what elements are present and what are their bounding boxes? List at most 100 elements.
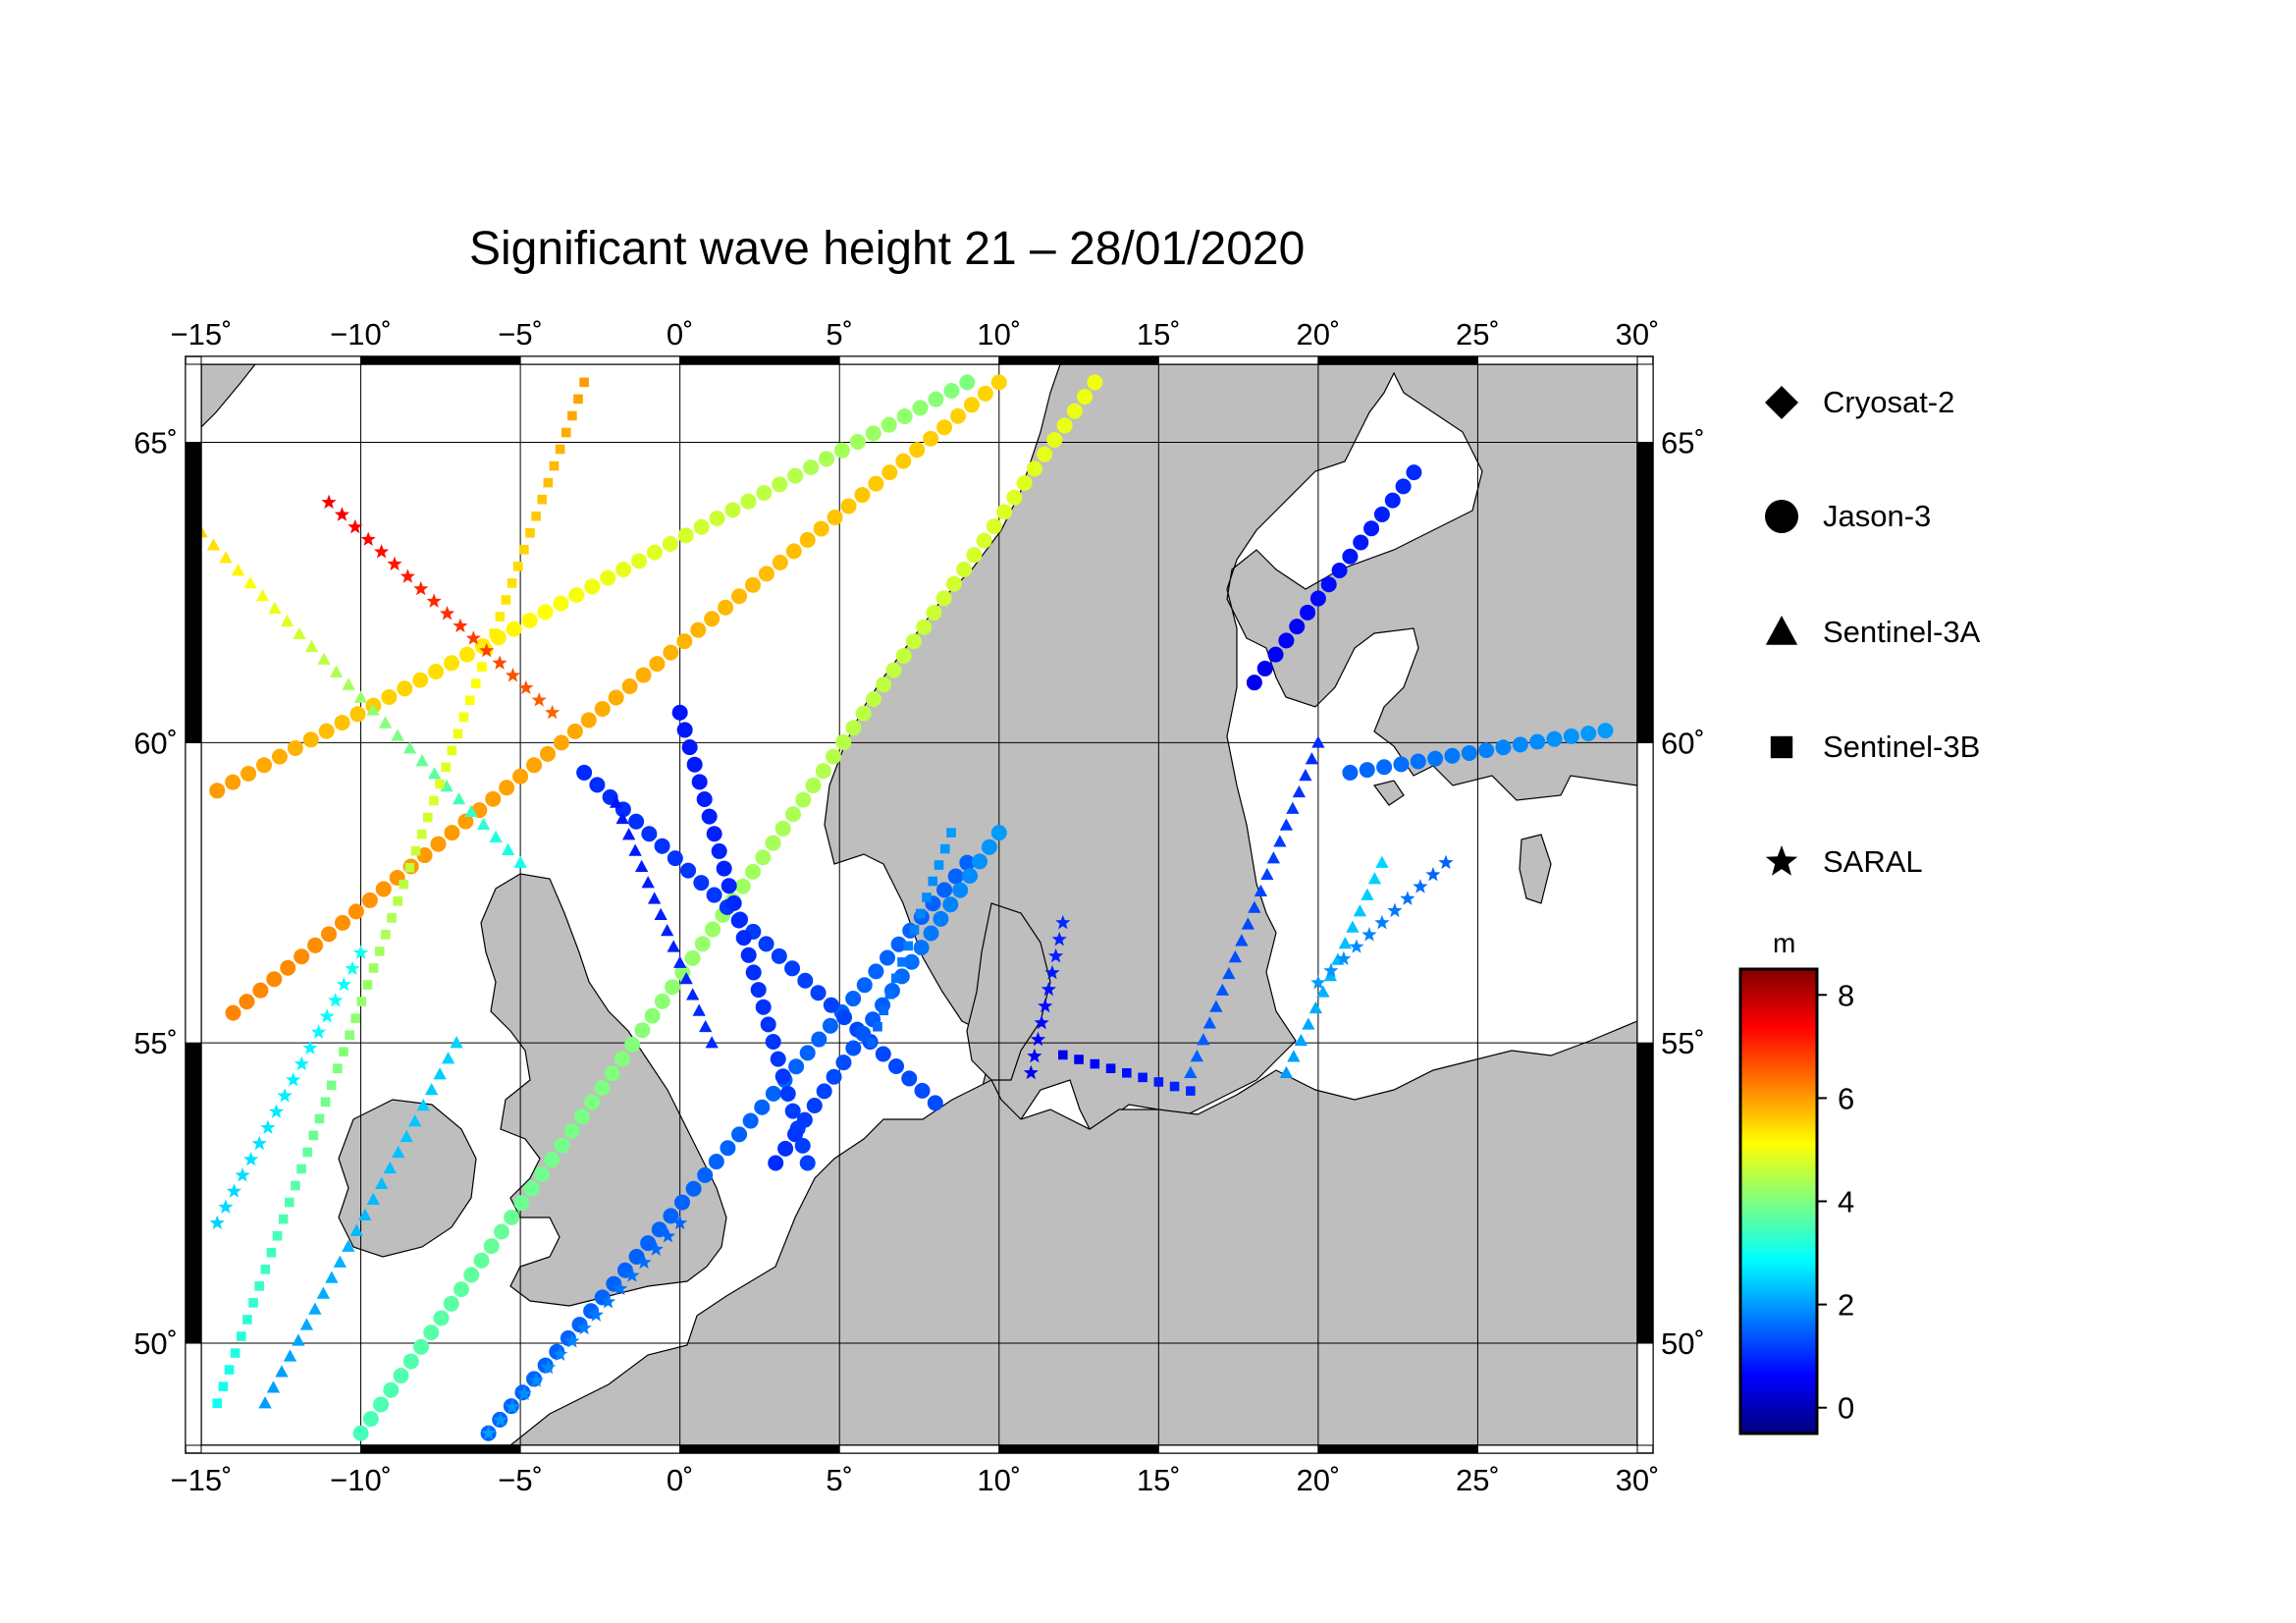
frame-segment-left bbox=[185, 363, 202, 444]
track-point bbox=[252, 982, 269, 999]
legend-label: Sentinel-3B bbox=[1823, 730, 1981, 764]
track-point bbox=[1580, 725, 1597, 741]
track-point bbox=[519, 545, 529, 555]
track-point bbox=[1410, 753, 1426, 770]
track-point bbox=[1309, 590, 1326, 607]
lon-tick-label: 30˚ bbox=[1616, 1463, 1660, 1497]
star-icon bbox=[1765, 845, 1798, 876]
track-point bbox=[579, 377, 589, 388]
track-point bbox=[256, 757, 273, 774]
track-point bbox=[209, 783, 226, 799]
lon-tick-label: 20˚ bbox=[1296, 317, 1340, 352]
track-point bbox=[856, 977, 873, 994]
track-point bbox=[840, 498, 857, 514]
track-point bbox=[686, 988, 700, 1001]
track-point bbox=[375, 881, 392, 897]
frame-segment-bottom bbox=[679, 1444, 840, 1454]
track-point bbox=[439, 606, 455, 621]
track-point bbox=[758, 936, 774, 952]
track-point bbox=[731, 1126, 748, 1143]
track-point bbox=[415, 754, 429, 767]
track-point bbox=[310, 1024, 327, 1039]
track-point bbox=[513, 1195, 530, 1212]
track-point bbox=[845, 1040, 862, 1056]
track-point bbox=[641, 826, 658, 842]
track-point bbox=[489, 628, 499, 638]
track-point bbox=[708, 1154, 724, 1170]
track-point bbox=[868, 475, 884, 492]
circle-icon bbox=[1765, 500, 1798, 533]
track-point bbox=[1302, 1017, 1315, 1030]
track-point bbox=[1202, 1016, 1217, 1029]
track-point bbox=[347, 518, 363, 534]
track-point bbox=[435, 779, 445, 789]
frame-segment-top bbox=[679, 355, 840, 365]
track-point bbox=[787, 467, 804, 484]
track-point bbox=[302, 1040, 318, 1055]
track-point bbox=[416, 847, 433, 864]
lat-tick-label: 65˚ bbox=[133, 426, 178, 460]
track-point bbox=[580, 712, 597, 729]
track-point bbox=[505, 1399, 520, 1414]
lon-tick-label: 0˚ bbox=[667, 317, 694, 352]
track-point bbox=[441, 1052, 455, 1064]
track-point bbox=[404, 862, 415, 873]
track-point bbox=[320, 1097, 331, 1108]
track-point bbox=[1047, 947, 1064, 963]
track-point bbox=[609, 795, 623, 808]
track-point bbox=[810, 985, 827, 1001]
track-point bbox=[352, 945, 369, 959]
track-point bbox=[835, 1055, 852, 1071]
track-point bbox=[235, 1167, 250, 1182]
track-point bbox=[465, 630, 481, 645]
track-point bbox=[909, 442, 926, 459]
track-point bbox=[1228, 950, 1243, 963]
track-point bbox=[266, 1247, 277, 1258]
track-point bbox=[453, 729, 463, 739]
lon-tick-label: −5˚ bbox=[498, 1463, 543, 1497]
track-point bbox=[795, 791, 812, 808]
track-point bbox=[986, 517, 1002, 534]
legend-label: Sentinel-3A bbox=[1823, 615, 1981, 649]
track-point bbox=[251, 1135, 267, 1151]
track-point bbox=[770, 1051, 786, 1067]
track-point bbox=[240, 765, 257, 782]
track-point bbox=[271, 748, 288, 765]
track-point bbox=[813, 520, 829, 537]
track-point bbox=[855, 705, 872, 722]
track-point bbox=[945, 575, 962, 592]
circle-icon bbox=[1762, 497, 1801, 536]
track-point bbox=[654, 838, 670, 854]
track-point bbox=[349, 706, 366, 723]
track-point bbox=[621, 828, 636, 840]
track-point bbox=[392, 1145, 405, 1159]
track-point bbox=[1056, 417, 1073, 434]
frame-segment-bottom bbox=[1476, 1444, 1638, 1454]
track-point bbox=[493, 1412, 508, 1427]
legend-label: Jason-3 bbox=[1823, 499, 1932, 533]
lon-tick-label: 10˚ bbox=[977, 317, 1021, 352]
track-point bbox=[833, 442, 850, 459]
track-point bbox=[316, 1286, 331, 1299]
legend-item: Cryosat-2 bbox=[1762, 383, 1954, 422]
track-point bbox=[745, 863, 762, 880]
track-point bbox=[225, 1004, 241, 1021]
track-point bbox=[321, 926, 338, 943]
track-point bbox=[333, 1255, 347, 1268]
track-point bbox=[1413, 879, 1428, 893]
track-point bbox=[573, 1109, 590, 1125]
track-point bbox=[260, 1119, 276, 1135]
track-point bbox=[326, 1080, 337, 1091]
track-point bbox=[914, 1082, 931, 1099]
track-point bbox=[412, 672, 429, 688]
track-point bbox=[1279, 1065, 1294, 1079]
track-point bbox=[458, 712, 469, 723]
track-point bbox=[362, 980, 373, 990]
track-point bbox=[366, 1192, 380, 1205]
lon-tick-label: 25˚ bbox=[1456, 317, 1500, 352]
track-point bbox=[665, 979, 681, 996]
track-point bbox=[949, 407, 966, 424]
track-point bbox=[680, 862, 697, 879]
track-point bbox=[294, 1055, 309, 1071]
track-point bbox=[1286, 801, 1300, 814]
